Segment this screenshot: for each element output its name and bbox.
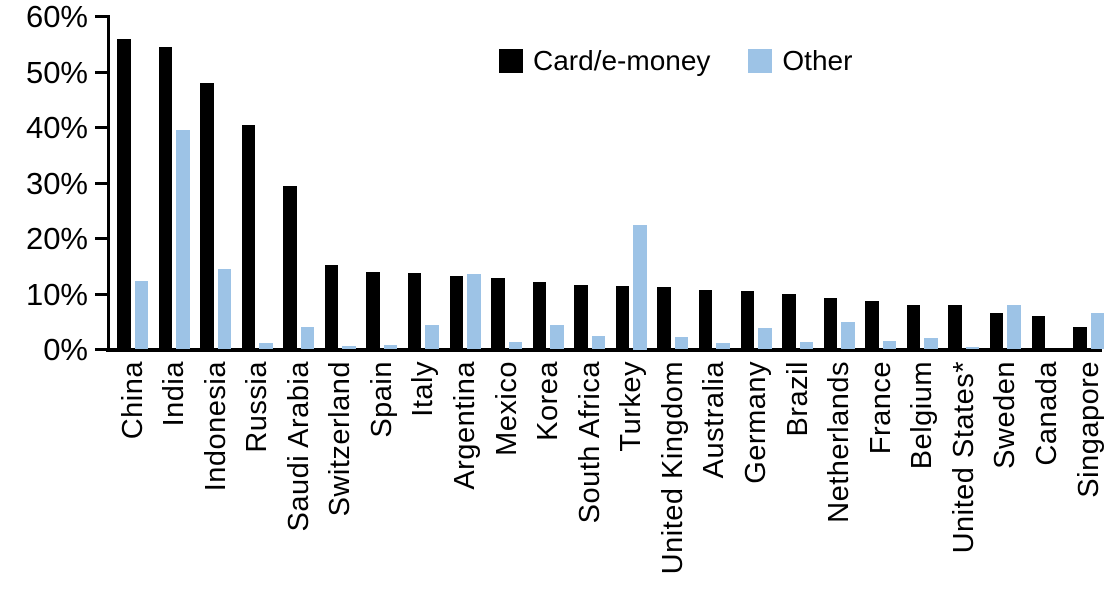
bar-card-e-money [1031,316,1046,350]
bar-card-e-money [615,285,630,350]
x-axis-label: Italy [407,361,440,417]
bar-card-e-money [574,284,588,350]
x-axis-label: Turkey [615,361,648,452]
bar-other [383,344,398,350]
bar-card-e-money [865,301,879,350]
bar-other [425,325,439,350]
legend-swatch-card-e-money [499,49,523,73]
x-axis-label: Indonesia [199,361,232,492]
y-axis-tick [95,70,108,74]
x-axis-label: Australia [698,361,731,479]
y-axis-tick [95,126,108,129]
x-axis-label: Belgium [906,361,939,470]
bar-card-e-money [200,83,214,350]
y-axis-tick [95,181,108,185]
x-axis-label: Germany [740,361,773,484]
bar-card-e-money [698,289,713,350]
bar-other [550,324,564,350]
bar-other [176,130,190,350]
y-axis-tick-label: 0% [43,332,88,367]
y-axis-tick-label: 60% [25,0,88,34]
bar-card-e-money [532,281,547,350]
x-axis-label: Russia [241,361,274,453]
legend-item-other: Other [748,45,852,77]
bar-other [1007,304,1021,350]
y-axis-tick-label: 20% [25,221,88,256]
bar-card-e-money [1073,327,1087,350]
bar-other [134,280,148,350]
bar-card-e-money [782,294,796,350]
bar-other [633,224,647,350]
legend-swatch-other [748,49,773,73]
bar-card-e-money [989,312,1004,350]
bar-other [674,336,689,350]
bar-card-e-money [740,290,755,350]
bar-card-e-money [906,304,921,350]
x-axis-label: Korea [532,361,565,441]
y-axis-tick [95,237,108,240]
bar-other [882,340,897,350]
x-axis-label: United States* [947,361,980,554]
x-axis-label: Canada [1031,361,1064,466]
x-axis-label: Switzerland [324,361,357,517]
bar-other [342,345,356,350]
y-axis-tick-label: 30% [25,165,88,201]
bar-card-e-money [449,276,464,350]
bar-other [716,343,730,350]
y-axis-tick-label: 10% [25,276,88,312]
x-axis-label: Netherlands [823,361,856,523]
bar-other [924,338,938,350]
y-axis-tick [95,15,108,18]
x-axis-line [106,348,1102,352]
bar-card-e-money [491,278,505,350]
x-axis-label: United Kingdom [656,361,689,575]
x-axis-label: China [116,361,149,440]
chart-legend: Card/e-money Other [499,45,852,77]
legend-label-card-e-money: Card/e-money [533,45,711,76]
bar-card-e-money [117,38,131,350]
bar-other [841,322,855,350]
x-axis-label: Saudi Arabia [282,361,315,532]
y-axis-tick-label: 40% [25,110,88,145]
x-axis-label: Brazil [781,361,814,437]
bar-card-e-money [158,47,173,350]
bar-other [799,342,814,350]
x-axis-label: South Africa [573,361,606,524]
bar-card-e-money [366,271,380,350]
bar-other [965,347,980,350]
y-axis-tick [95,348,108,351]
x-axis-label: Mexico [490,361,523,456]
x-axis-label: France [864,361,897,455]
bar-other [217,269,232,350]
bar-other [591,336,606,350]
bar-card-e-money [823,297,838,350]
x-axis-label: Sweden [989,361,1022,469]
bar-card-e-money [241,124,256,350]
bar-card-e-money [948,305,962,350]
bar-other [259,343,273,350]
legend-label-other: Other [782,45,853,76]
bar-card-e-money [324,264,339,350]
x-axis-label: Spain [365,361,398,438]
bar-card-e-money [283,185,297,350]
bar-other [467,274,481,350]
legend-item-card-e-money: Card/e-money [499,45,710,77]
bar-other [758,327,772,350]
x-axis-label: Singapore [1072,361,1105,498]
bar-other [508,342,523,350]
bar-card-e-money [407,273,422,350]
bar-other [300,327,315,350]
y-axis-tick [95,292,108,296]
y-axis-line [107,15,110,351]
bar-other [1090,312,1105,350]
x-axis-label: Argentina [449,361,482,490]
x-axis-label: India [158,361,191,427]
y-axis-tick-label: 50% [25,54,88,90]
bar-card-e-money [657,287,671,350]
